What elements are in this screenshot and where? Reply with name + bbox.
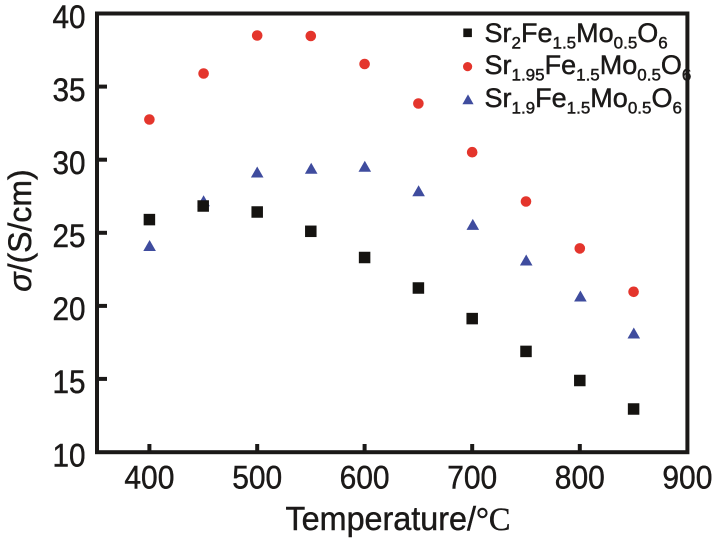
svg-text:400: 400 (124, 460, 174, 496)
svg-text:10: 10 (53, 437, 86, 473)
svg-text:600: 600 (340, 460, 390, 496)
svg-text:20: 20 (53, 291, 86, 327)
svg-text:700: 700 (447, 460, 497, 496)
svg-text:35: 35 (53, 72, 86, 108)
svg-text:40: 40 (53, 0, 86, 35)
svg-text:900: 900 (662, 460, 712, 496)
svg-text:30: 30 (53, 145, 86, 181)
svg-text:800: 800 (555, 460, 605, 496)
svg-text:Temperature/°C: Temperature/°C (286, 500, 511, 538)
svg-text:15: 15 (53, 364, 86, 400)
svg-text:Sr2Fe1.5Mo0.5O6: Sr2Fe1.5Mo0.5O6 (485, 18, 668, 53)
svg-text:σ/(S/cm): σ/(S/cm) (2, 169, 38, 291)
svg-text:500: 500 (232, 460, 282, 496)
svg-text:25: 25 (53, 218, 86, 254)
